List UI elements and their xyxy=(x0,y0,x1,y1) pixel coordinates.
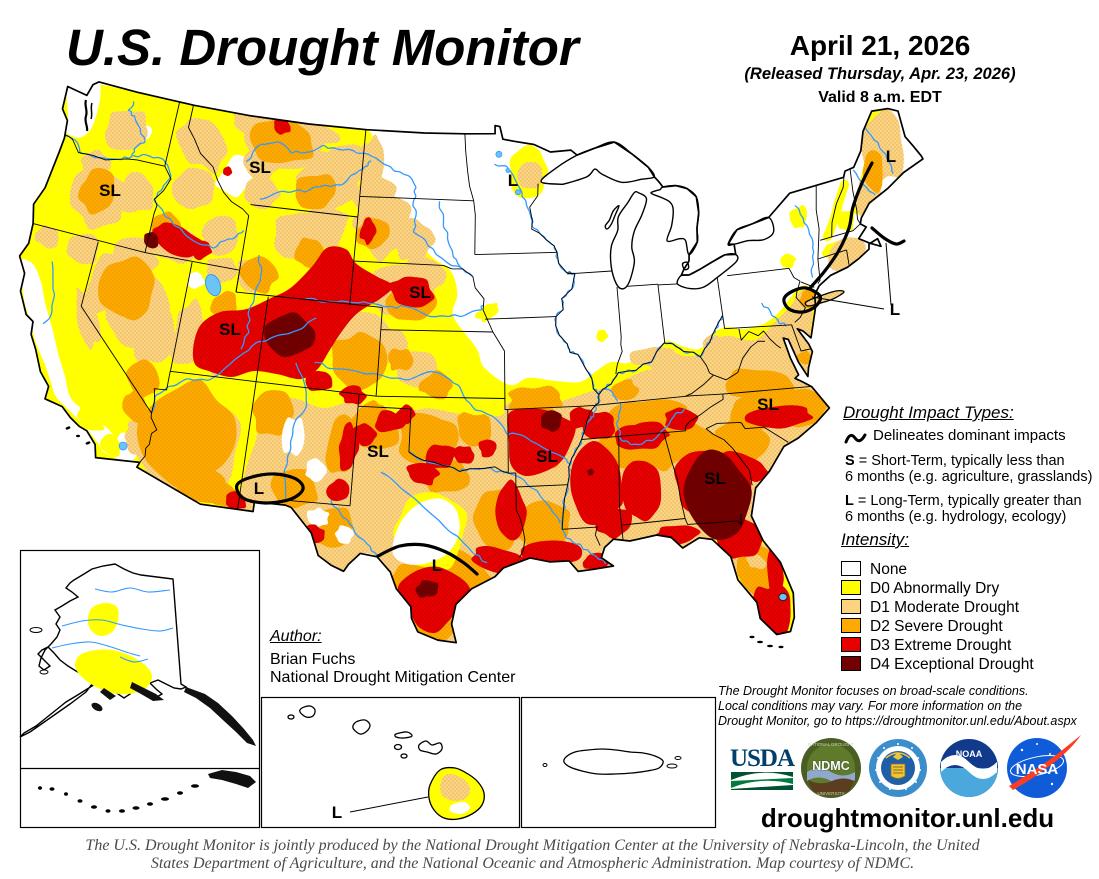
svg-text:NASA: NASA xyxy=(1016,761,1059,778)
svg-text:L: L xyxy=(254,479,264,498)
svg-text:SL: SL xyxy=(249,158,271,177)
svg-text:L: L xyxy=(886,147,896,166)
svg-text:NDMC: NDMC xyxy=(812,759,850,773)
svg-text:UNIVERSITY: UNIVERSITY xyxy=(817,791,844,796)
svg-text:SL: SL xyxy=(99,181,121,200)
svg-text:L: L xyxy=(508,171,518,190)
svg-text:USDA: USDA xyxy=(730,745,795,772)
svg-text:SL: SL xyxy=(704,469,726,488)
svg-text:NOAA: NOAA xyxy=(956,749,983,759)
svg-text:L: L xyxy=(432,556,442,575)
svg-text:SL: SL xyxy=(219,320,241,339)
svg-text:NATIONAL DROUGHT: NATIONAL DROUGHT xyxy=(808,742,854,747)
svg-text:SL: SL xyxy=(536,447,558,466)
svg-text:SL: SL xyxy=(409,283,431,302)
svg-text:SL: SL xyxy=(757,395,779,414)
svg-text:SL: SL xyxy=(367,442,389,461)
svg-text:L: L xyxy=(890,300,900,319)
svg-text:L: L xyxy=(332,803,342,822)
